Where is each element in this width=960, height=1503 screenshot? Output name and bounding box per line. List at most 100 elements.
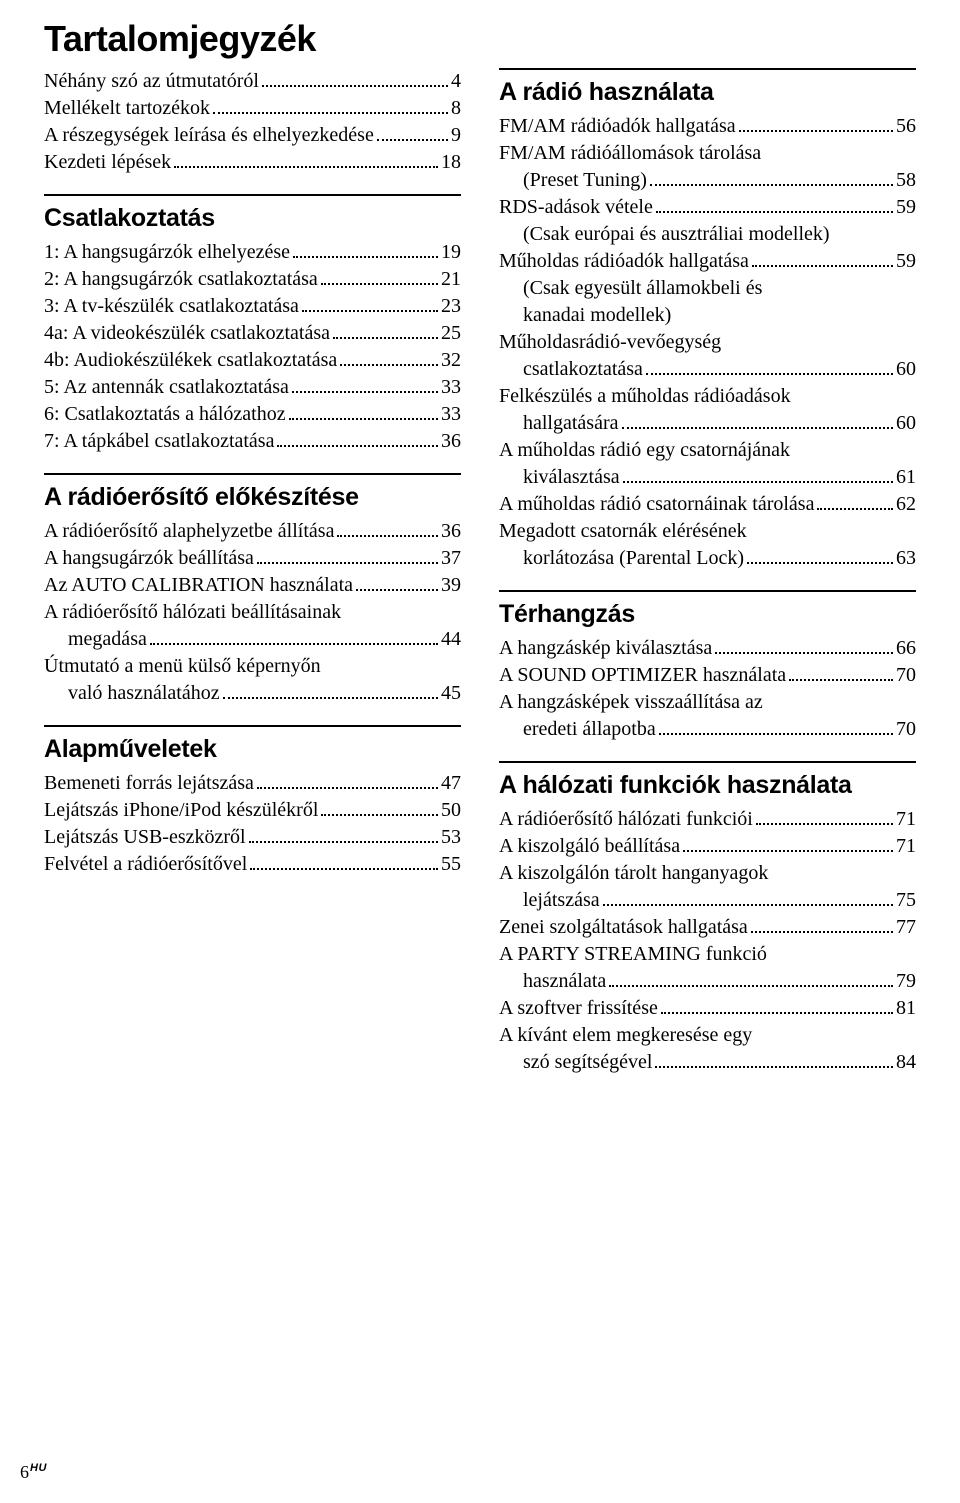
toc-columns: Néhány szó az útmutatóról4Mellékelt tart… bbox=[44, 68, 916, 1076]
toc-page: 66 bbox=[896, 635, 916, 662]
toc-entry[interactable]: A SOUND OPTIMIZER használata70 bbox=[499, 662, 916, 689]
toc-entry[interactable]: A kiszolgálón tárolt hanganyagok bbox=[499, 860, 916, 887]
toc-entry[interactable]: A hangsugárzók beállítása37 bbox=[44, 545, 461, 572]
toc-leader bbox=[661, 1012, 893, 1014]
toc-entry[interactable]: 3: A tv-készülék csatlakoztatása23 bbox=[44, 293, 461, 320]
toc-entry[interactable]: Néhány szó az útmutatóról4 bbox=[44, 68, 461, 95]
toc-entry[interactable]: A hangzásképek visszaállítása az bbox=[499, 689, 916, 716]
toc-entry[interactable]: Műholdasrádió-vevőegység bbox=[499, 329, 916, 356]
toc-entry[interactable]: Műholdas rádióadók hallgatása59 bbox=[499, 248, 916, 275]
toc-leader bbox=[340, 364, 438, 366]
toc-label: FM/AM rádióadók hallgatása bbox=[499, 113, 736, 140]
toc-label: 2: A hangsugárzók csatlakoztatása bbox=[44, 266, 318, 293]
toc-leader bbox=[150, 643, 438, 645]
toc-page: 37 bbox=[441, 545, 461, 572]
toc-leader bbox=[603, 904, 893, 906]
toc-entry-cont[interactable]: (Preset Tuning)58 bbox=[499, 167, 916, 194]
toc-entry[interactable]: RDS-adások vétele59 bbox=[499, 194, 916, 221]
toc-label: megadása bbox=[68, 626, 147, 653]
toc-leader bbox=[293, 256, 438, 258]
toc-label: A szoftver frissítése bbox=[499, 995, 658, 1022]
page-lang: HU bbox=[30, 1462, 47, 1474]
toc-entry-cont[interactable]: korlátozása (Parental Lock)63 bbox=[499, 545, 916, 572]
toc-leader bbox=[656, 211, 893, 213]
toc-label: szó segítségével bbox=[523, 1049, 652, 1076]
toc-label: A részegységek leírása és elhelyezkedése bbox=[44, 122, 374, 149]
toc-entry[interactable]: 4b: Audiokészülékek csatlakoztatása32 bbox=[44, 347, 461, 374]
toc-leader bbox=[213, 112, 448, 114]
toc-entry[interactable]: A rádióerősítő alaphelyzetbe állítása36 bbox=[44, 518, 461, 545]
toc-entry-cont[interactable]: kiválasztása61 bbox=[499, 464, 916, 491]
toc-page: 18 bbox=[441, 149, 461, 176]
toc-page: 25 bbox=[441, 320, 461, 347]
toc-entry[interactable]: 6: Csatlakoztatás a hálózathoz33 bbox=[44, 401, 461, 428]
toc-leader bbox=[817, 508, 893, 510]
toc-page: 47 bbox=[441, 770, 461, 797]
toc-entry[interactable]: Lejátszás USB-eszközről53 bbox=[44, 824, 461, 851]
toc-leader bbox=[655, 1066, 893, 1068]
toc-page: 61 bbox=[896, 464, 916, 491]
toc-label: Néhány szó az útmutatóról bbox=[44, 68, 259, 95]
toc-entry[interactable]: 2: A hangsugárzók csatlakoztatása 21 bbox=[44, 266, 461, 293]
toc-entry[interactable]: 1: A hangsugárzók elhelyezése19 bbox=[44, 239, 461, 266]
toc-entry[interactable]: Az AUTO CALIBRATION használata39 bbox=[44, 572, 461, 599]
toc-entry[interactable]: Felvétel a rádióerősítővel55 bbox=[44, 851, 461, 878]
toc-label: 1: A hangsugárzók elhelyezése bbox=[44, 239, 290, 266]
toc-entry-cont[interactable]: lejátszása75 bbox=[499, 887, 916, 914]
toc-entry[interactable]: Megadott csatornák elérésének bbox=[499, 518, 916, 545]
toc-entry[interactable]: A műholdas rádió csatornáinak tárolása62 bbox=[499, 491, 916, 518]
toc-page: 59 bbox=[896, 194, 916, 221]
toc-entry-cont[interactable]: szó segítségével84 bbox=[499, 1049, 916, 1076]
toc-leader bbox=[646, 373, 893, 375]
toc-label: 4b: Audiokészülékek csatlakoztatása bbox=[44, 347, 337, 374]
toc-leader bbox=[257, 787, 438, 789]
toc-entry[interactable]: A kiszolgáló beállítása71 bbox=[499, 833, 916, 860]
toc-entry-cont[interactable]: való használatához45 bbox=[44, 680, 461, 707]
toc-entry[interactable]: A hangzáskép kiválasztása66 bbox=[499, 635, 916, 662]
toc-leader bbox=[337, 535, 438, 537]
toc-entry[interactable]: A kívánt elem megkeresése egy bbox=[499, 1022, 916, 1049]
toc-leader bbox=[715, 652, 893, 654]
toc-leader bbox=[609, 985, 893, 987]
toc-label: csatlakoztatása bbox=[523, 356, 643, 383]
toc-entry[interactable]: Bemeneti forrás lejátszása47 bbox=[44, 770, 461, 797]
left-column: Néhány szó az útmutatóról4Mellékelt tart… bbox=[44, 68, 461, 1076]
toc-page: 63 bbox=[896, 545, 916, 572]
toc-entry[interactable]: A műholdas rádió egy csatornájának bbox=[499, 437, 916, 464]
toc-entry[interactable]: A szoftver frissítése81 bbox=[499, 995, 916, 1022]
toc-entry-cont[interactable]: megadása44 bbox=[44, 626, 461, 653]
section-heading: Térhangzás bbox=[499, 590, 916, 629]
toc-entry[interactable]: Lejátszás iPhone/iPod készülékről50 bbox=[44, 797, 461, 824]
toc-page: 21 bbox=[441, 266, 461, 293]
toc-entry[interactable]: 5: Az antennák csatlakoztatása33 bbox=[44, 374, 461, 401]
toc-entry[interactable]: FM/AM rádióadók hallgatása56 bbox=[499, 113, 916, 140]
toc-entry[interactable]: FM/AM rádióállomások tárolása bbox=[499, 140, 916, 167]
toc-label: 7: A tápkábel csatlakoztatása bbox=[44, 428, 274, 455]
toc-entry[interactable]: A PARTY STREAMING funkció bbox=[499, 941, 916, 968]
toc-label: Műholdas rádióadók hallgatása bbox=[499, 248, 749, 275]
toc-page: 60 bbox=[896, 356, 916, 383]
toc-entry[interactable]: Zenei szolgáltatások hallgatása77 bbox=[499, 914, 916, 941]
toc-entry[interactable]: A rádióerősítő hálózati beállításainak bbox=[44, 599, 461, 626]
toc-entry[interactable]: Mellékelt tartozékok8 bbox=[44, 95, 461, 122]
toc-label: A kiszolgáló beállítása bbox=[499, 833, 680, 860]
toc-entry-cont[interactable]: csatlakoztatása 60 bbox=[499, 356, 916, 383]
toc-page: 60 bbox=[896, 410, 916, 437]
toc-entry[interactable]: A rádióerősítő hálózati funkciói71 bbox=[499, 806, 916, 833]
toc-page: 36 bbox=[441, 518, 461, 545]
toc-entry[interactable]: 4a: A videokészülék csatlakoztatása25 bbox=[44, 320, 461, 347]
toc-leader bbox=[739, 130, 893, 132]
toc-page: 55 bbox=[441, 851, 461, 878]
toc-entry[interactable]: Kezdeti lépések18 bbox=[44, 149, 461, 176]
toc-entry-cont[interactable]: eredeti állapotba70 bbox=[499, 716, 916, 743]
toc-leader bbox=[289, 418, 438, 420]
toc-entry-cont[interactable]: hallgatására60 bbox=[499, 410, 916, 437]
toc-entry[interactable]: A részegységek leírása és elhelyezkedése… bbox=[44, 122, 461, 149]
toc-page: 8 bbox=[451, 95, 461, 122]
toc-entry[interactable]: Felkészülés a műholdas rádióadások bbox=[499, 383, 916, 410]
toc-entry[interactable]: 7: A tápkábel csatlakoztatása36 bbox=[44, 428, 461, 455]
toc-page: 58 bbox=[896, 167, 916, 194]
toc-entry[interactable]: Útmutató a menü külső képernyőn bbox=[44, 653, 461, 680]
toc-leader bbox=[356, 589, 438, 591]
toc-entry-cont[interactable]: használata79 bbox=[499, 968, 916, 995]
